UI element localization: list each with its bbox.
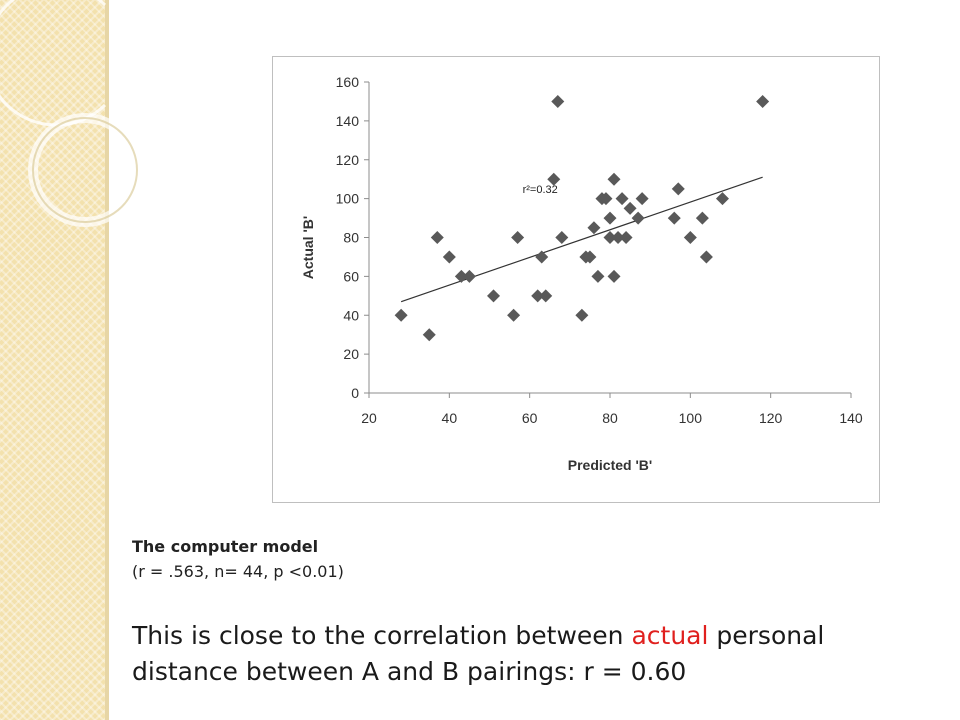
- y-tick-label: 140: [336, 113, 360, 129]
- y-tick-label: 80: [343, 230, 359, 246]
- x-tick-label: 140: [839, 410, 863, 426]
- scatter-point: [756, 94, 770, 108]
- scatter-point: [631, 211, 645, 225]
- y-tick-label: 40: [343, 307, 359, 323]
- scatter-point: [555, 231, 569, 244]
- scatter-point: [547, 172, 561, 186]
- scatter-point: [695, 211, 709, 225]
- scatter-point: [531, 289, 545, 303]
- scatter-point: [535, 250, 549, 264]
- scatter-point: [591, 269, 605, 283]
- body-text: This is close to the correlation between…: [132, 618, 932, 690]
- body-text-highlight: actual: [631, 621, 709, 650]
- scatter-point: [539, 289, 553, 303]
- scatter-point: [422, 328, 436, 342]
- sidebar-edge: [105, 0, 109, 720]
- x-tick-label: 100: [679, 410, 703, 426]
- scatter-point: [611, 231, 625, 244]
- caption-title: The computer model: [132, 537, 319, 556]
- trendline: [400, 176, 763, 303]
- scatter-point: [607, 172, 621, 186]
- scatter-point: [671, 182, 685, 196]
- scatter-point: [635, 192, 649, 206]
- scatter-point: [619, 231, 633, 244]
- scatter-point: [487, 289, 501, 303]
- scatter-point: [511, 231, 525, 244]
- chart-frame: 0 20 40 60 80 100 120 140 160 20 40 60 80 100 120 140 Pr…: [272, 56, 880, 503]
- scatter-point: [699, 250, 713, 264]
- scatter-point: [667, 211, 681, 225]
- scatter-point: [587, 221, 601, 235]
- x-tick-label: 20: [361, 410, 377, 426]
- scatter-point: [603, 231, 617, 244]
- scatter-point: [683, 231, 697, 244]
- y-tick-label: 0: [351, 385, 359, 401]
- scatter-point: [430, 231, 444, 244]
- scatter-point: [454, 269, 468, 283]
- scatter-point: [607, 269, 621, 283]
- scatter-point: [603, 211, 617, 225]
- sidebar-texture: [0, 0, 105, 720]
- x-tick-label: 120: [759, 410, 783, 426]
- y-axis-label: Actual 'B': [300, 216, 316, 279]
- scatter-point: [599, 192, 613, 206]
- scatter-point: [623, 201, 637, 215]
- body-text-part2: personal distance between A and B pairin…: [132, 621, 825, 686]
- x-axis-label: Predicted 'B': [568, 457, 652, 473]
- caption-stats: (r = .563, n= 44, p <0.01): [132, 562, 344, 581]
- y-tick-label: 160: [336, 74, 360, 90]
- y-tick-label: 120: [336, 152, 360, 168]
- body-text-part1: This is close to the correlation between: [132, 621, 632, 650]
- scatter-point: [394, 308, 408, 322]
- scatter-point: [551, 94, 565, 108]
- scatter-point: [583, 250, 597, 264]
- scatter-point: [615, 192, 629, 206]
- scatter-point: [507, 308, 521, 322]
- scatter-point: [442, 250, 456, 264]
- scatter-point: [462, 269, 476, 283]
- y-tick-label: 20: [343, 346, 359, 362]
- scatter-point: [715, 192, 729, 206]
- x-tick-label: 60: [522, 410, 538, 426]
- y-tick-label: 100: [336, 191, 360, 207]
- x-tick-label: 40: [442, 410, 458, 426]
- r-squared-annotation: r²=0.32: [523, 184, 558, 196]
- x-tick-label: 80: [602, 410, 618, 426]
- scatter-point: [575, 308, 589, 322]
- y-tick-label: 60: [343, 268, 359, 284]
